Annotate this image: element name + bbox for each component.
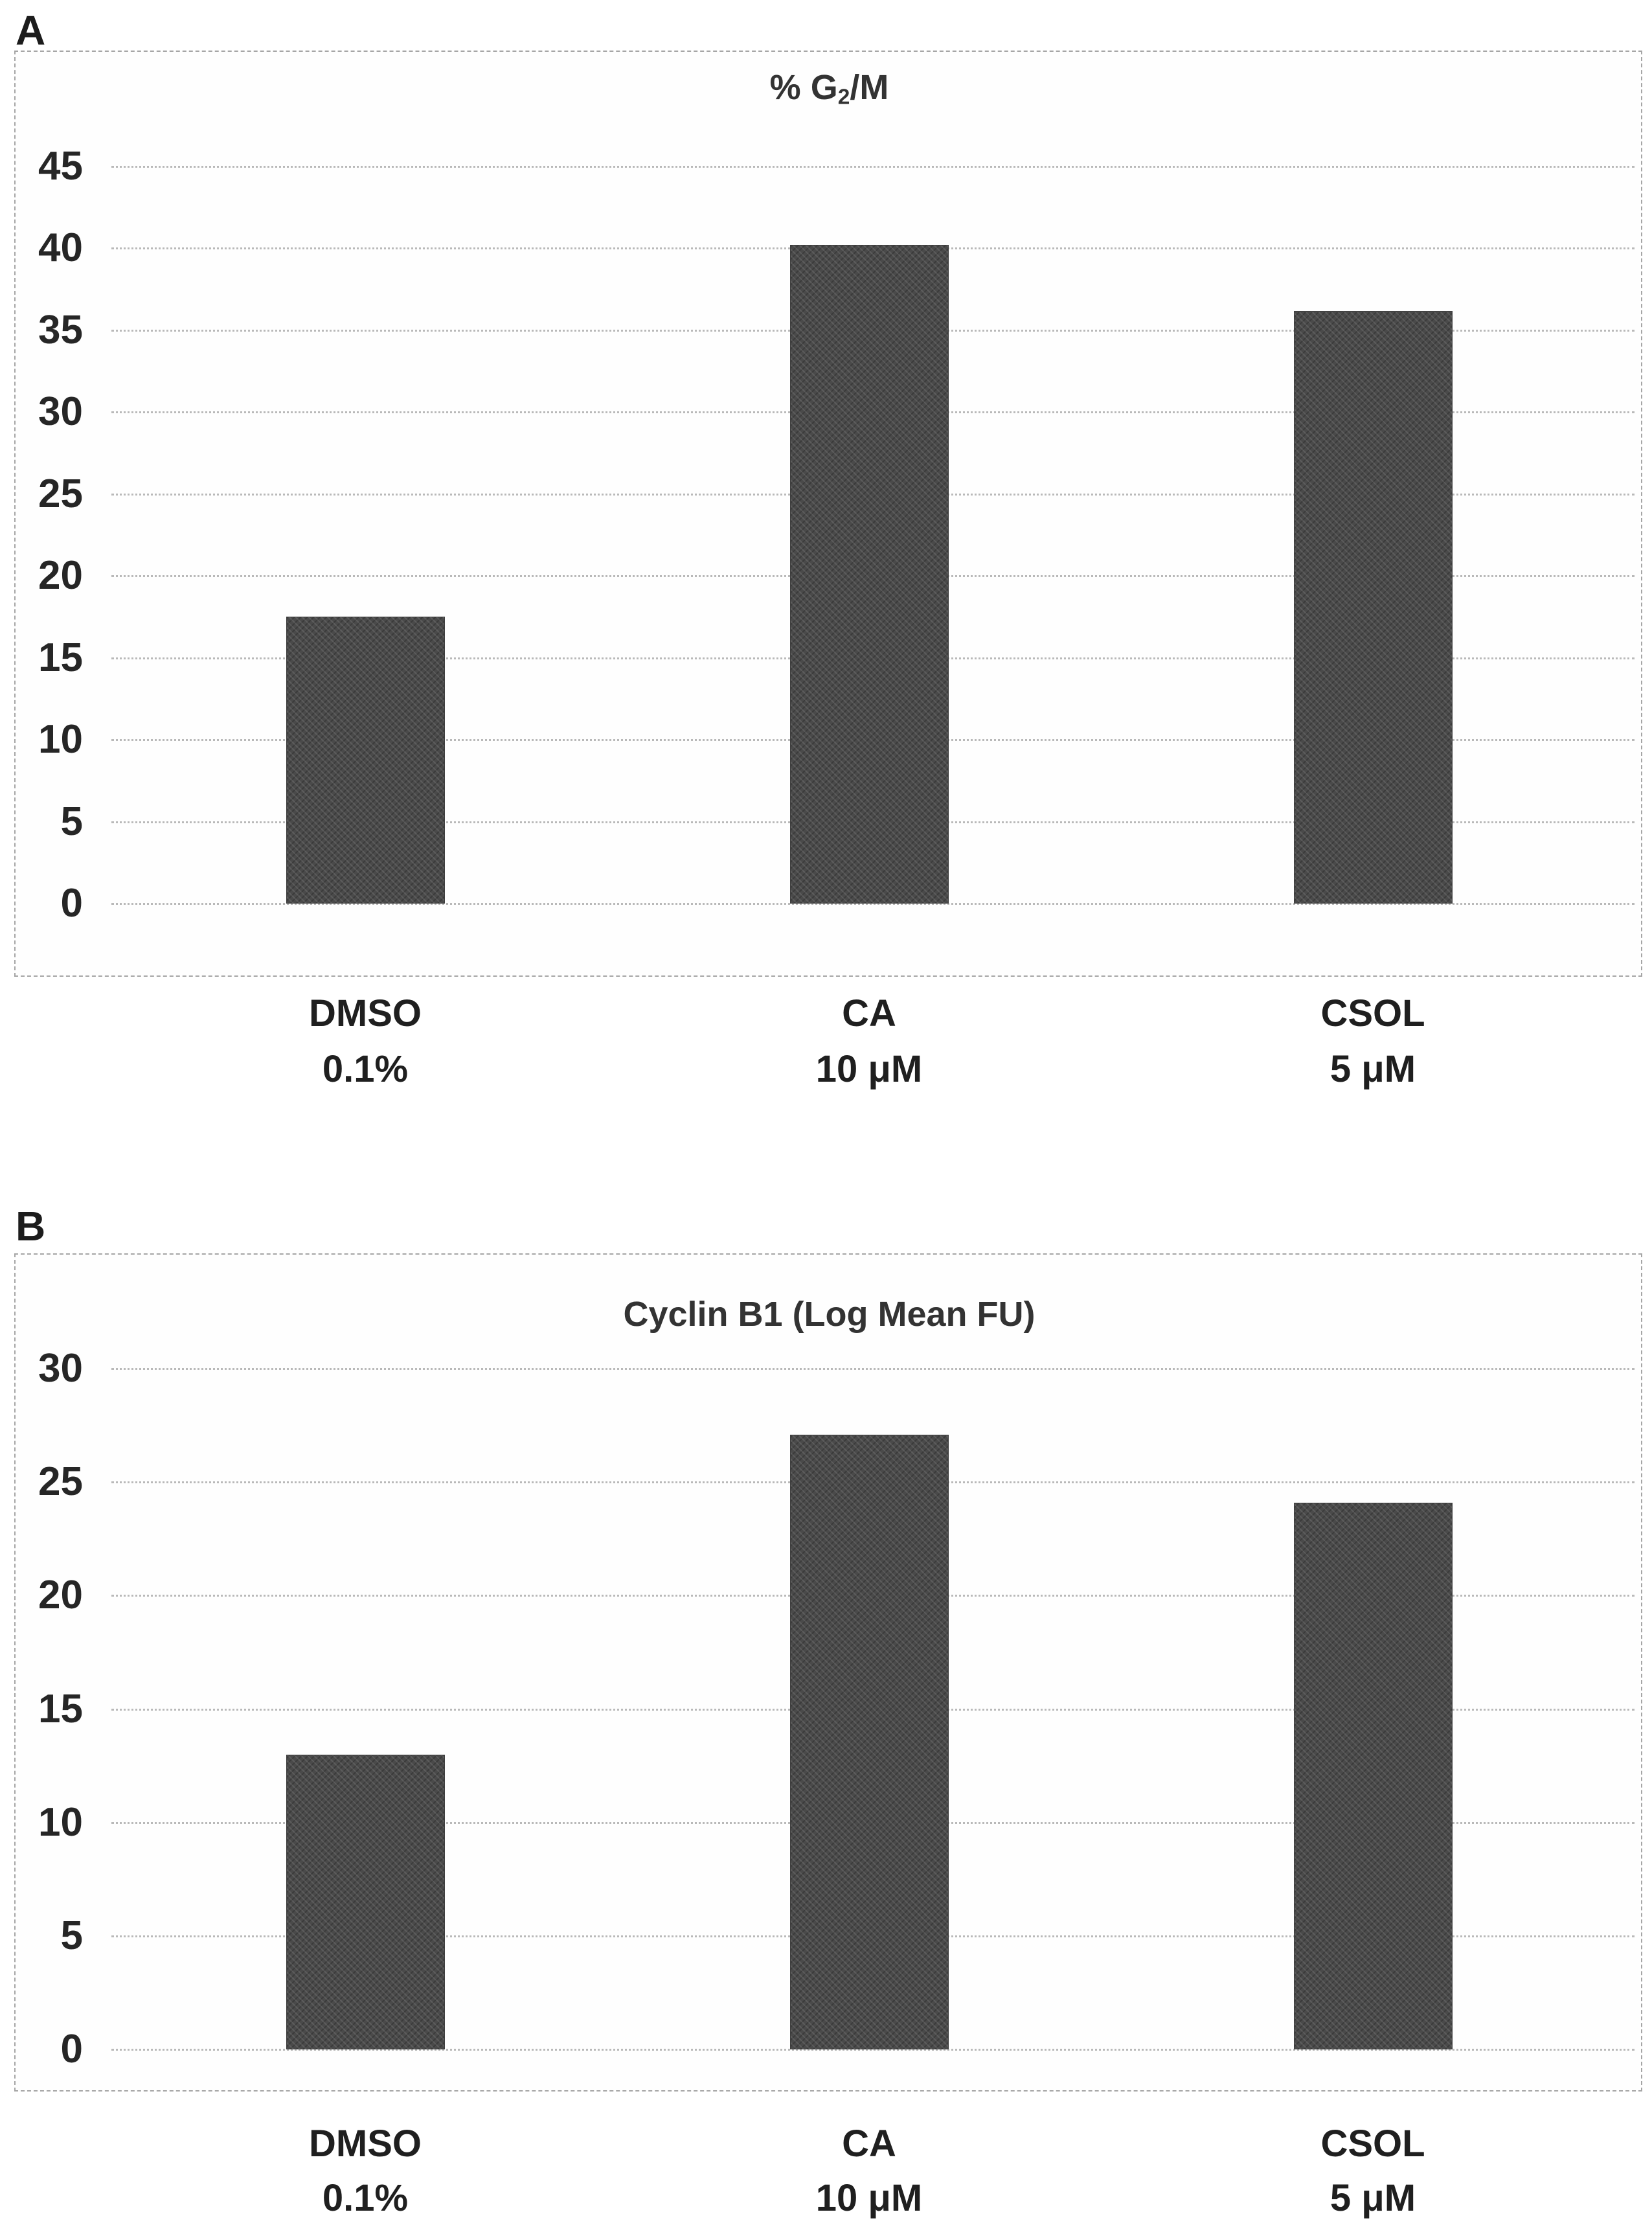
chart-a-title-subscript: 2 [837, 85, 850, 109]
y-tick-label: 25 [38, 1459, 83, 1505]
chart-b-title: Cyclin B1 (Log Mean FU) [15, 1294, 1644, 1336]
x-category-label-dmso: DMSO 0.1% [197, 2117, 534, 2226]
y-tick-label: 20 [38, 1573, 83, 1618]
x-category-label-csol: CSOL 5 μM [1205, 2117, 1541, 2226]
y-tick-label: 25 [38, 471, 83, 516]
x-category-label-dmso: DMSO 0.1% [197, 986, 534, 1097]
y-tick-label: 0 [60, 2027, 83, 2071]
bar-ca [789, 1434, 949, 2049]
x-category-name-dmso: DMSO [309, 2123, 422, 2165]
y-gridline [111, 166, 1635, 168]
panel-b-letter: B [16, 1203, 47, 1249]
chart-a-title: % G2/M [15, 67, 1644, 109]
x-category-dose-ca: 10 μM [815, 2177, 923, 2219]
y-tick-label: 35 [38, 307, 83, 352]
x-category-dose-dmso: 0.1% [322, 1048, 409, 1090]
y-tick-label: 20 [38, 553, 83, 598]
bar-ca [789, 245, 949, 904]
x-category-label-ca: CA 10 μM [701, 986, 1037, 1097]
y-gridline [111, 1368, 1635, 1370]
x-category-dose-dmso: 0.1% [322, 2177, 409, 2219]
x-category-name-ca: CA [842, 992, 896, 1034]
x-category-name-dmso: DMSO [309, 992, 422, 1034]
x-category-dose-ca: 10 μM [815, 1048, 923, 1090]
y-gridline [111, 903, 1635, 905]
x-category-label-csol: CSOL 5 μM [1205, 986, 1541, 1097]
y-tick-label: 45 [38, 144, 83, 188]
y-tick-label: 5 [60, 1913, 83, 1958]
bar-dmso [286, 617, 445, 904]
bar-dmso [286, 1754, 445, 2049]
chart-a-title-text-end: /M [850, 68, 889, 107]
bar-csol [1293, 1502, 1453, 2049]
y-tick-label: 30 [38, 389, 83, 435]
y-tick-label: 40 [38, 225, 83, 271]
x-category-name-csol: CSOL [1320, 992, 1425, 1034]
x-category-dose-csol: 5 μM [1330, 1048, 1416, 1090]
y-tick-label: 15 [38, 1686, 83, 1731]
y-gridline [111, 2049, 1635, 2051]
chart-b-title-text: Cyclin B1 (Log Mean FU) [623, 1295, 1035, 1334]
x-category-name-ca: CA [842, 2123, 896, 2165]
panel-a-letter: A [16, 7, 47, 54]
y-tick-label: 10 [38, 717, 83, 762]
chart-a-title-text: % G [769, 68, 838, 107]
y-tick-label: 0 [60, 881, 83, 926]
x-category-label-ca: CA 10 μM [701, 2117, 1037, 2226]
y-tick-label: 30 [38, 1346, 83, 1391]
x-category-dose-csol: 5 μM [1330, 2177, 1416, 2219]
y-tick-label: 10 [38, 1799, 83, 1845]
bar-csol [1293, 310, 1453, 904]
y-tick-label: 15 [38, 635, 83, 680]
y-tick-label: 5 [60, 799, 83, 844]
x-category-name-csol: CSOL [1320, 2123, 1425, 2165]
